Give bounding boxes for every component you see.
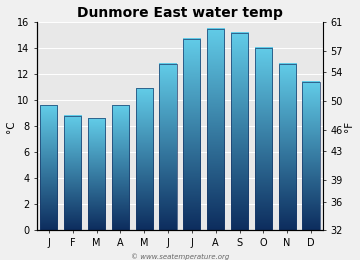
Bar bbox=[255, 48, 272, 230]
Y-axis label: °F: °F bbox=[345, 121, 355, 132]
Bar bbox=[159, 64, 177, 230]
Bar bbox=[136, 88, 153, 230]
Bar bbox=[279, 64, 296, 230]
Title: Dunmore East water temp: Dunmore East water temp bbox=[77, 5, 283, 19]
Bar bbox=[207, 29, 224, 230]
Bar bbox=[64, 116, 81, 230]
Text: © www.seatemperature.org: © www.seatemperature.org bbox=[131, 253, 229, 260]
Bar bbox=[88, 118, 105, 230]
Bar bbox=[302, 82, 320, 230]
Bar bbox=[231, 32, 248, 230]
Bar bbox=[112, 105, 129, 230]
Bar bbox=[40, 105, 58, 230]
Bar bbox=[183, 39, 201, 230]
Y-axis label: °C: °C bbox=[5, 120, 15, 133]
